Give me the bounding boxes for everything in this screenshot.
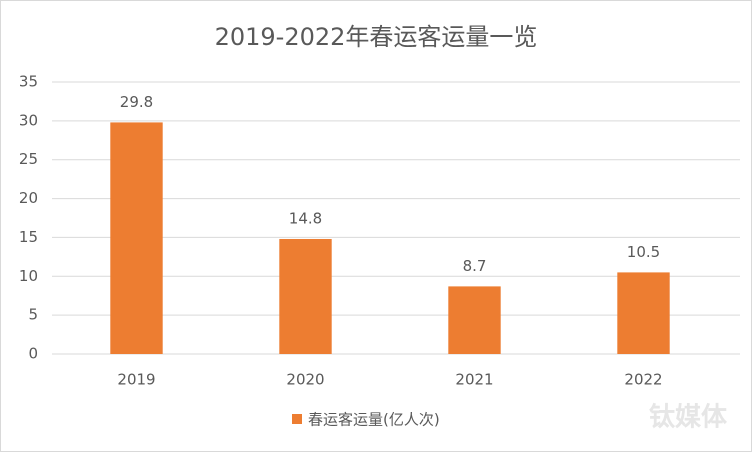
x-tick-label: 2019: [117, 371, 155, 389]
y-tick-label: 20: [19, 189, 38, 207]
bar: [617, 272, 670, 354]
x-tick-label: 2020: [286, 371, 324, 389]
data-label: 10.5: [627, 243, 660, 261]
y-tick-label: 5: [28, 306, 38, 324]
y-tick-label: 10: [19, 267, 38, 285]
watermark: 钛媒体: [649, 403, 728, 433]
x-tick-label: 2021: [455, 371, 493, 389]
data-label: 14.8: [289, 209, 322, 227]
y-tick-label: 15: [19, 228, 38, 246]
legend-label: 春运客运量(亿人次): [308, 411, 440, 429]
y-tick-label: 0: [28, 345, 38, 363]
legend-swatch: [292, 414, 302, 424]
data-label: 8.7: [463, 257, 487, 275]
y-tick-label: 25: [19, 150, 38, 168]
chart-title: 2019-2022年春运客运量一览: [215, 23, 538, 51]
y-tick-label: 30: [19, 111, 38, 129]
data-label: 29.8: [120, 93, 153, 111]
y-tick-label: 35: [19, 73, 38, 91]
bar: [110, 122, 163, 354]
bar: [279, 238, 332, 354]
bar: [448, 286, 501, 354]
x-tick-label: 2022: [624, 371, 662, 389]
